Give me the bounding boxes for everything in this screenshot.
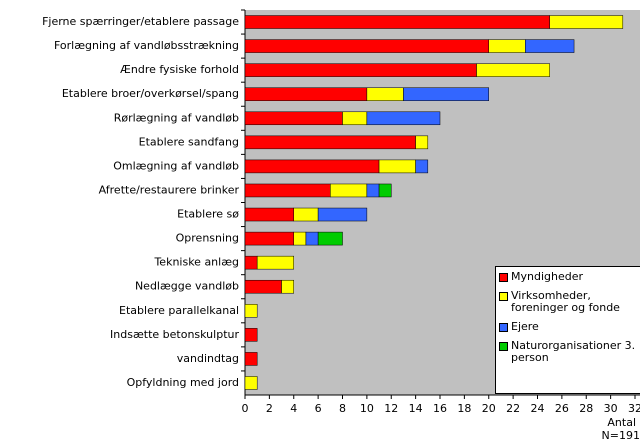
legend-label: Virksomheder, foreninger og fonde	[511, 289, 620, 314]
bar-segment	[244, 328, 258, 342]
bar-segment	[244, 231, 294, 246]
bar-segment	[488, 39, 526, 53]
legend-swatch	[499, 342, 508, 351]
y-tick-label: Etablere broer/overkørsel/spang	[62, 87, 239, 100]
bar-segment	[244, 279, 282, 294]
y-tick-label: Opfyldning med jord	[127, 376, 239, 389]
bar-segment	[293, 207, 319, 222]
bar-segment	[415, 159, 429, 174]
x-tick-label: 20	[482, 402, 496, 415]
bar-segment	[317, 207, 368, 222]
bar-segment	[549, 15, 624, 29]
bar-segment	[244, 63, 477, 77]
legend-swatch	[499, 292, 508, 301]
legend-item: Myndigheder	[499, 271, 640, 283]
x-tick-label: 0	[242, 402, 249, 415]
bar-segment	[293, 231, 307, 246]
bar-segment	[244, 183, 331, 198]
bar-segment	[305, 231, 319, 246]
y-tick-label: Forlægning af vandløbsstrækning	[54, 39, 239, 52]
y-tick-label: Oprensning	[176, 232, 239, 245]
x-axis-label: Antal	[607, 416, 636, 429]
x-tick-label: 8	[339, 402, 346, 415]
bar-segment	[317, 231, 343, 246]
x-tick-label: 10	[360, 402, 374, 415]
bar-segment	[244, 376, 258, 390]
x-tick-label: 4	[290, 402, 297, 415]
bar-segment	[366, 183, 380, 198]
y-tick-label: Tekniske anlæg	[153, 256, 239, 269]
x-tick-label: 24	[531, 402, 545, 415]
legend-label: Naturorganisationer 3. person	[511, 339, 636, 364]
y-tick-label: vandindtag	[177, 352, 239, 365]
bar-segment	[244, 135, 416, 150]
x-tick-label: 32	[628, 402, 640, 415]
bar-segment	[244, 352, 258, 366]
y-tick-label: Rørlægning af vandløb	[114, 111, 239, 124]
legend-item: Ejere	[499, 321, 640, 333]
x-tick-label: 22	[506, 402, 520, 415]
bar-segment	[366, 111, 441, 126]
y-tick-label: Indsætte betonskulptur	[110, 328, 239, 341]
bar-segment	[244, 255, 258, 270]
y-tick-label: Etablere sandfang	[139, 135, 239, 148]
x-tick-label: 30	[604, 402, 618, 415]
bar-segment	[342, 111, 368, 126]
legend-item: Naturorganisationer 3. person	[499, 340, 640, 364]
y-tick-label: Omlægning af vandløb	[113, 159, 239, 172]
bar-segment	[244, 39, 489, 53]
bar-segment	[244, 111, 343, 126]
bar-segment	[244, 15, 550, 29]
legend: Myndigheder Virksomheder, foreninger og f…	[495, 266, 640, 394]
bar-segment	[330, 183, 368, 198]
legend-label: Ejere	[511, 320, 539, 333]
bar-segment	[403, 87, 489, 101]
x-tick-label: 2	[266, 402, 273, 415]
y-tick-label: Nedlægge vandløb	[135, 280, 239, 293]
legend-item: Virksomheder, foreninger og fonde	[499, 290, 640, 314]
bar-segment	[244, 87, 368, 101]
bar-segment	[244, 207, 294, 222]
legend-swatch	[499, 323, 508, 332]
bar-segment	[366, 87, 404, 101]
bar-segment	[525, 39, 575, 53]
bar-segment	[244, 304, 258, 318]
bar-segment	[415, 135, 429, 150]
x-tick-label: 18	[457, 402, 471, 415]
y-tick-label: Fjerne spærringer/etablere passage	[42, 15, 239, 28]
y-tick-label: Etablere sø	[177, 208, 239, 221]
y-tick-label: Etablere parallelkanal	[119, 304, 239, 317]
y-tick-label: Afrette/restaurere brinker	[99, 183, 240, 196]
bar-segment	[244, 159, 380, 174]
x-tick-label: 28	[579, 402, 593, 415]
bar-segment	[476, 63, 550, 77]
x-tick-label: 12	[384, 402, 398, 415]
x-tick-label: 14	[409, 402, 423, 415]
bar-segment	[281, 279, 294, 294]
x-tick-label: 16	[433, 402, 447, 415]
y-tick-label: Ændre fysiske forhold	[120, 63, 239, 76]
bar-segment	[378, 159, 416, 174]
bar-segment	[256, 255, 294, 270]
bar-segment	[378, 183, 392, 198]
legend-swatch	[499, 273, 508, 282]
x-tick-label: 26	[555, 402, 569, 415]
x-tick-label: 6	[315, 402, 322, 415]
legend-label: Myndigheder	[511, 270, 584, 283]
note: N=191	[602, 429, 640, 441]
